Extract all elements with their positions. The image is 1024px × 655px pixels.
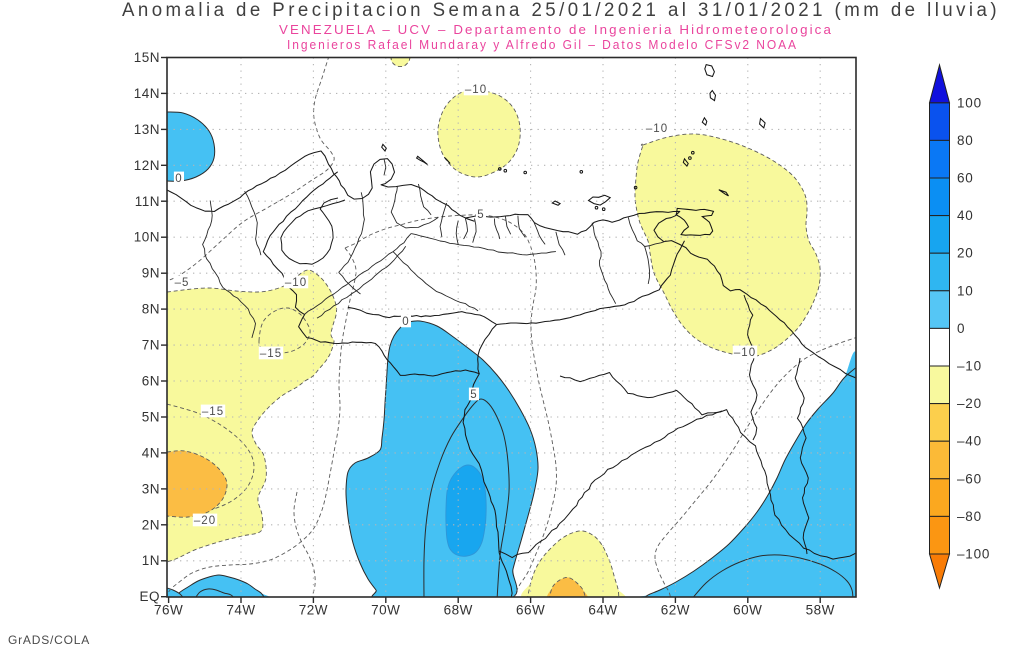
svg-text:64W: 64W	[588, 603, 617, 618]
svg-text:6N: 6N	[142, 374, 160, 389]
svg-text:EQ: EQ	[139, 589, 160, 604]
svg-text:66W: 66W	[516, 603, 545, 618]
svg-text:2N: 2N	[142, 517, 160, 532]
svg-text:9N: 9N	[142, 266, 160, 281]
svg-text:–60: –60	[957, 471, 982, 486]
svg-text:68W: 68W	[444, 603, 473, 618]
svg-text:0: 0	[957, 321, 965, 336]
svg-text:60W: 60W	[733, 603, 762, 618]
svg-text:–100: –100	[957, 547, 990, 562]
svg-text:–10: –10	[734, 347, 756, 359]
svg-text:5N: 5N	[142, 410, 160, 425]
svg-text:76W: 76W	[154, 603, 183, 618]
svg-text:VENEZUELA – UCV – Departamento: VENEZUELA – UCV – Departamento de Ingeni…	[279, 23, 833, 37]
svg-text:0: 0	[175, 173, 182, 185]
svg-text:3N: 3N	[142, 481, 160, 496]
svg-text:62W: 62W	[661, 603, 690, 618]
svg-text:7N: 7N	[142, 338, 160, 353]
svg-text:–10: –10	[646, 123, 668, 135]
svg-text:100: 100	[957, 95, 982, 110]
svg-text:GrADS/COLA: GrADS/COLA	[8, 633, 90, 647]
svg-text:10: 10	[957, 283, 974, 298]
svg-text:11N: 11N	[135, 194, 160, 209]
svg-text:12N: 12N	[134, 158, 160, 173]
svg-text:10N: 10N	[134, 230, 160, 245]
svg-text:–15: –15	[260, 348, 282, 360]
svg-text:–40: –40	[957, 434, 982, 449]
svg-text:40: 40	[957, 208, 974, 223]
svg-text:80: 80	[957, 133, 974, 148]
svg-text:Ingenieros Rafael Mundaray y A: Ingenieros Rafael Mundaray y Alfredo Gil…	[287, 38, 798, 52]
svg-text:74W: 74W	[226, 603, 255, 618]
svg-text:–20: –20	[194, 515, 216, 527]
svg-text:Anomalia de Precipitacion Sema: Anomalia de Precipitacion Semana 25/01/2…	[122, 0, 1000, 21]
svg-text:1N: 1N	[142, 553, 160, 568]
svg-text:–5: –5	[175, 277, 190, 289]
svg-text:–10: –10	[465, 84, 487, 96]
svg-text:0: 0	[402, 316, 409, 328]
svg-text:5: 5	[477, 209, 484, 221]
svg-text:–20: –20	[957, 396, 982, 411]
svg-text:–10: –10	[957, 359, 982, 374]
svg-text:70W: 70W	[371, 603, 400, 618]
svg-text:58W: 58W	[806, 603, 835, 618]
svg-text:–10: –10	[285, 277, 307, 289]
svg-text:5: 5	[470, 389, 477, 401]
svg-text:20: 20	[957, 246, 974, 261]
svg-text:15N: 15N	[134, 50, 160, 65]
svg-text:–15: –15	[202, 406, 224, 418]
svg-text:–80: –80	[957, 509, 982, 524]
svg-text:4N: 4N	[142, 445, 160, 460]
svg-text:60: 60	[957, 171, 974, 186]
svg-text:13N: 13N	[134, 122, 160, 137]
svg-text:72W: 72W	[299, 603, 328, 618]
svg-text:14N: 14N	[134, 86, 160, 101]
svg-text:8N: 8N	[142, 302, 160, 317]
